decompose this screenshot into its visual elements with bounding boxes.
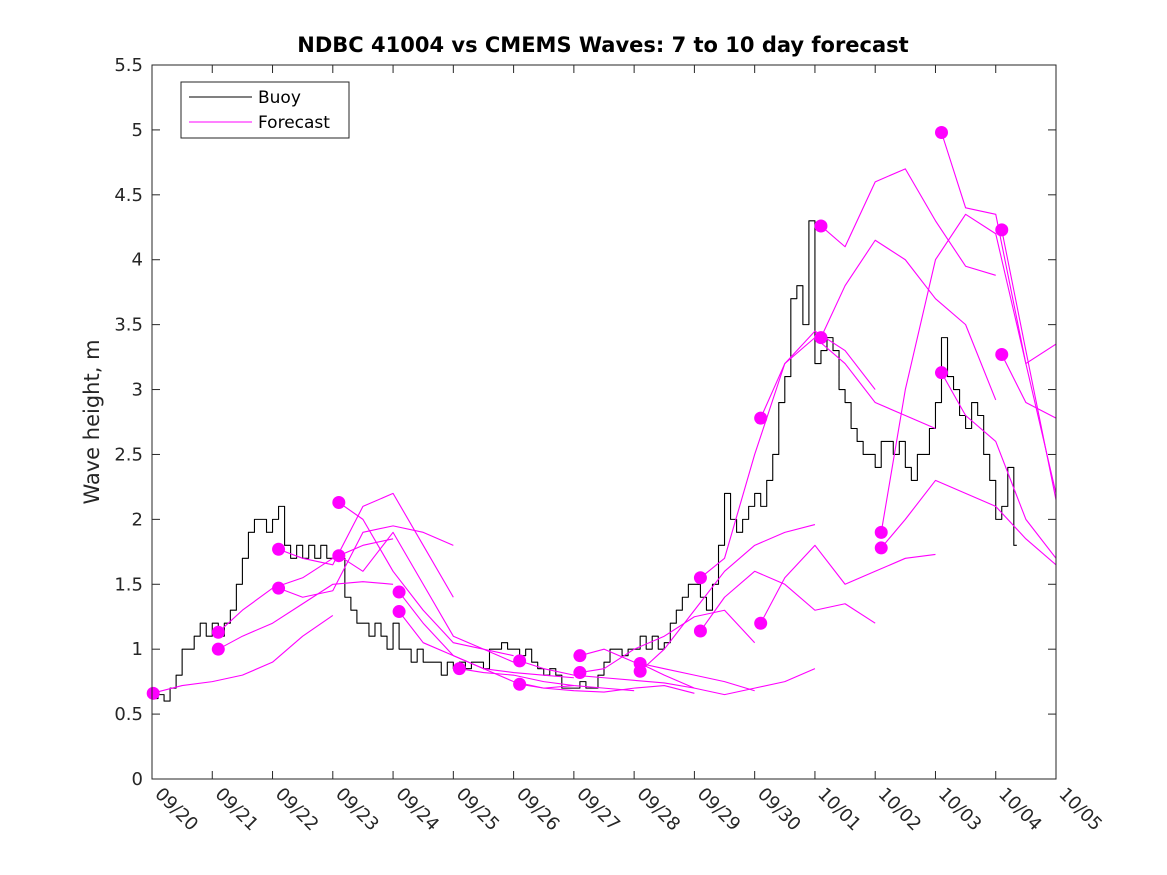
forecast-series-line xyxy=(1001,229,1056,500)
forecast-start-marker xyxy=(513,677,527,691)
y-tick-label: 5 xyxy=(132,120,143,141)
forecast-series-line xyxy=(699,570,876,632)
y-tick-label: 5.5 xyxy=(114,55,143,76)
legend-forecast-label: Forecast xyxy=(258,113,330,133)
legend-box xyxy=(180,81,350,139)
forecast-start-marker xyxy=(814,219,828,233)
axes-box xyxy=(151,64,1057,780)
forecast-series-line xyxy=(278,525,454,598)
forecast-start-marker xyxy=(332,549,346,563)
forecast-series-line xyxy=(218,581,394,650)
forecast-series-line xyxy=(760,337,936,429)
forecast-start-marker xyxy=(693,571,707,585)
forecast-start-marker xyxy=(573,649,587,663)
forecast-series-line xyxy=(820,168,996,276)
forecast-series-line xyxy=(459,668,635,692)
forecast-series-line xyxy=(579,609,756,674)
y-tick-label: 3.5 xyxy=(114,315,143,336)
forecast-start-marker xyxy=(211,625,225,639)
forecast-series-line xyxy=(760,544,936,624)
forecast-start-marker xyxy=(754,616,768,630)
forecast-series-line xyxy=(880,479,1056,566)
y-tick-label: 1 xyxy=(132,639,143,660)
forecast-series-line xyxy=(940,132,1056,365)
y-tick-label: 2.5 xyxy=(114,444,143,465)
plot-area xyxy=(152,65,1056,779)
legend-buoy-label: Buoy xyxy=(258,88,301,108)
forecast-series-line xyxy=(519,660,695,689)
forecast-series-line xyxy=(519,683,695,694)
forecast-series-line xyxy=(639,662,816,696)
forecast-start-marker xyxy=(211,642,225,656)
forecast-start-marker xyxy=(633,664,647,678)
forecast-series-line xyxy=(217,538,394,633)
legend: Buoy Forecast xyxy=(180,81,350,139)
chart-title: NDBC 41004 vs CMEMS Waves: 7 to 10 day f… xyxy=(297,33,908,57)
forecast-start-marker xyxy=(452,662,466,676)
forecast-series-line xyxy=(820,239,997,401)
y-tick-label: 1.5 xyxy=(114,574,143,595)
forecast-series-line xyxy=(1001,354,1056,419)
forecast-series-line xyxy=(152,614,334,694)
forecast-start-marker xyxy=(934,126,948,140)
forecast-start-marker xyxy=(934,366,948,380)
forecast-series-line xyxy=(941,372,1056,559)
forecast-start-marker xyxy=(573,666,587,680)
buoy-series-line xyxy=(152,220,1017,702)
forecast-series-line xyxy=(639,524,816,672)
series-layer xyxy=(152,132,1056,702)
marker-layer xyxy=(146,126,1009,700)
forecast-start-marker xyxy=(392,585,406,599)
forecast-start-marker xyxy=(995,347,1009,361)
forecast-start-marker xyxy=(754,411,768,425)
forecast-start-marker xyxy=(146,686,160,700)
forecast-start-marker xyxy=(332,495,346,509)
forecast-start-marker xyxy=(272,581,286,595)
y-axis: 0 0.5 1 1.5 2 2.5 3 3.5 4 4.5 5 5.5 xyxy=(114,55,1056,790)
forecast-series-line xyxy=(338,502,514,657)
forecast-start-marker xyxy=(874,525,888,539)
y-tick-label: 3 xyxy=(132,380,143,401)
y-tick-label: 0 xyxy=(132,769,143,790)
forecast-series-line xyxy=(579,648,755,692)
forecast-start-marker xyxy=(392,605,406,619)
y-tick-label: 0.5 xyxy=(114,704,143,725)
y-tick-label: 4 xyxy=(132,250,143,271)
forecast-start-marker xyxy=(995,223,1009,237)
forecast-start-marker xyxy=(513,654,527,668)
y-axis-label: Wave height, m xyxy=(80,339,104,504)
forecast-start-marker xyxy=(693,624,707,638)
forecast-start-marker xyxy=(874,541,888,555)
forecast-start-marker xyxy=(814,331,828,345)
y-tick-label: 2 xyxy=(132,509,143,530)
forecast-start-marker xyxy=(272,542,286,556)
y-tick-label: 4.5 xyxy=(114,185,143,206)
forecast-series-line xyxy=(278,492,454,598)
